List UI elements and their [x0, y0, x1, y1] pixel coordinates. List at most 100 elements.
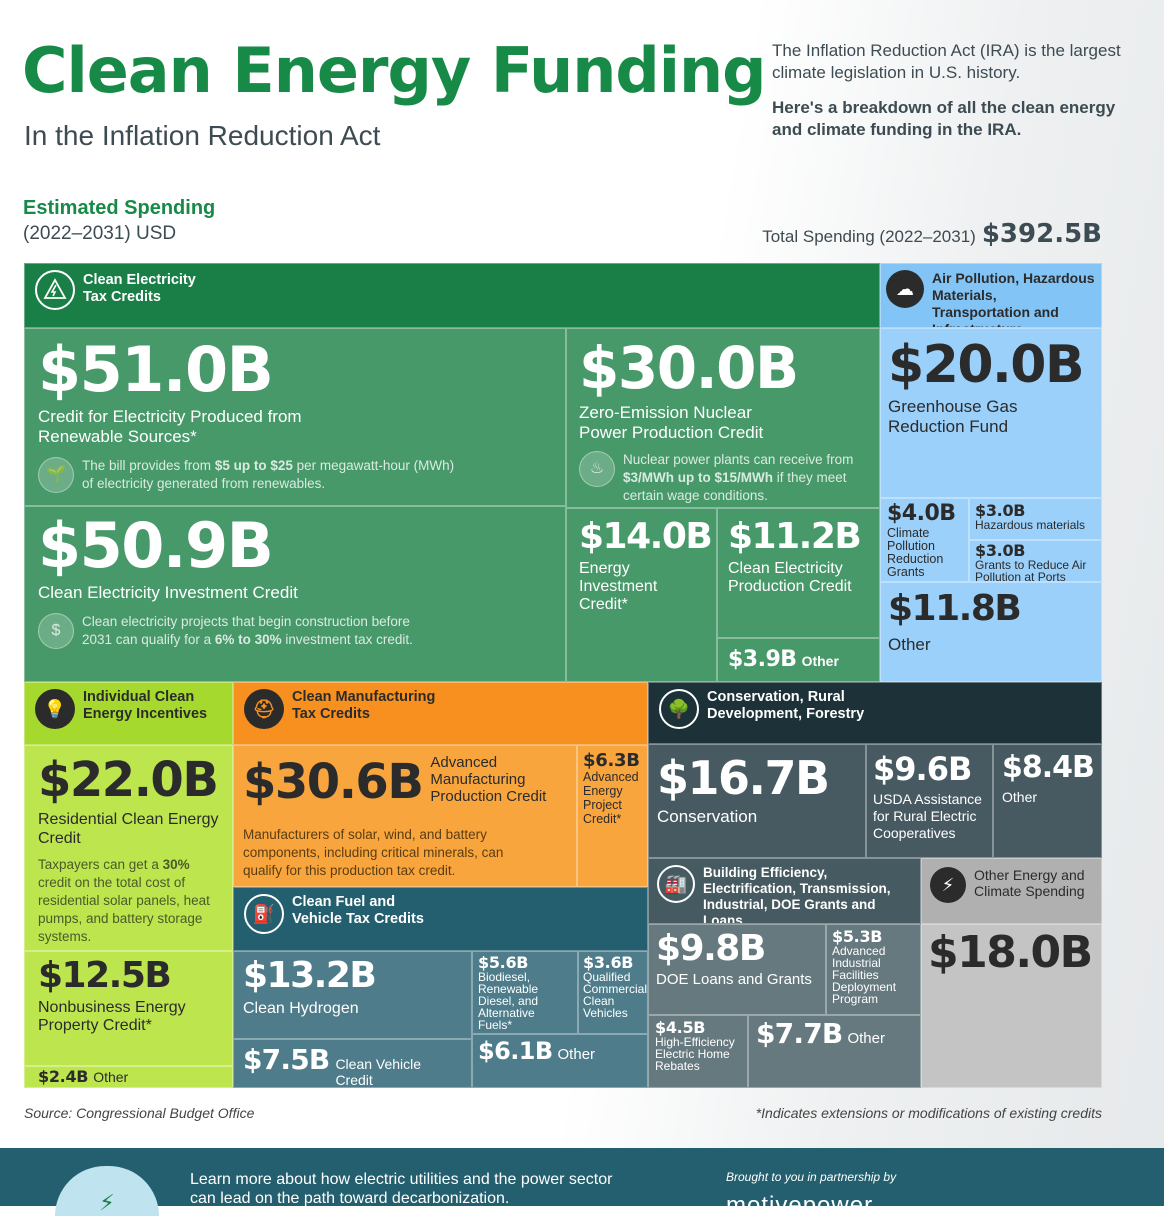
cell-value: $3.6B	[583, 953, 634, 972]
category-title: Air Pollution, Hazardous Materials, Tran…	[932, 270, 1095, 327]
cell-label: Residential Clean Energy Credit	[38, 811, 219, 847]
treemap-cell-hazardous-materials: $3.0B Hazardous materials	[969, 498, 1102, 540]
cell-value: $9.8B	[656, 928, 766, 969]
cell-value: $3.0B	[975, 541, 1026, 560]
cell-label: Advanced Energy Project Credit*	[583, 770, 639, 826]
treemap-cell-conservation: $16.7B Conservation	[648, 744, 866, 858]
individual-incentives-header: 💡 Individual Clean Energy Incentives	[24, 682, 233, 745]
cell-label: Grants to Reduce Air Pollution at Ports	[975, 558, 1087, 582]
cell-value: $30.0B	[579, 334, 799, 402]
cell-value: $7.7B	[756, 1017, 843, 1050]
treemap-cell-nuclear-credit: $30.0B Zero-Emission Nuclear Power Produ…	[566, 328, 880, 508]
lightbulb-icon: 💡	[35, 689, 75, 729]
treemap-cell-clean-vehicle: $7.5B Clean Vehicle Credit	[233, 1039, 472, 1088]
treemap-cell-fuel-other: $6.1B Other	[472, 1034, 648, 1088]
fuel-pump-icon: ⛽	[244, 894, 284, 934]
cell-label: Clean Electricity Production Credit	[728, 560, 852, 595]
cell-label: Conservation	[657, 807, 758, 826]
footnote: *Indicates extensions or modifications o…	[755, 1105, 1102, 1121]
cell-value: $14.0B	[579, 516, 713, 557]
cell-value: $4.5B	[655, 1018, 706, 1037]
treemap-cell-industrial-facilities: $5.3B Advanced Industrial Facilities Dep…	[826, 924, 921, 1015]
treemap-cell-building-other: $7.7B Other	[748, 1015, 921, 1088]
cell-value: $4.0B	[887, 501, 956, 526]
cell-label: Nonbusiness Energy Property Credit*	[38, 999, 186, 1034]
treemap-cell-ghg-fund: $20.0B Greenhouse Gas Reduction Fund	[880, 328, 1102, 498]
cell-value: $7.5B	[243, 1043, 330, 1076]
manufacturing-header: ⛑ Clean Manufacturing Tax Credits	[233, 682, 648, 745]
total-spending: Total Spending (2022–2031) $392.5B	[762, 219, 1102, 249]
cell-label: Energy Investment Credit*	[579, 560, 658, 613]
trees-icon: 🌳	[659, 689, 699, 729]
cell-value: $3.9B	[728, 647, 797, 672]
treemap-cell-individual-other: $2.4B Other	[24, 1066, 233, 1088]
treemap-cell-energy-investment: $14.0B Energy Investment Credit*	[566, 508, 717, 682]
cell-note: 🌱 The bill provides from $5 up to $25 pe…	[38, 457, 458, 493]
hard-hat-icon: ⛑	[244, 689, 284, 729]
cell-value: $5.3B	[832, 927, 883, 946]
cell-label: Qualified Commercial Clean Vehicles	[583, 970, 648, 1020]
cell-label: Other	[888, 635, 931, 654]
total-spending-label: Total Spending (2022–2031)	[762, 227, 976, 246]
utility-dome-icon: ⚡	[55, 1166, 159, 1216]
partner-logo[interactable]: motivepower	[726, 1192, 874, 1219]
cell-value: $30.6B	[243, 754, 424, 810]
cell-label: Other	[847, 1030, 885, 1047]
treemap-cell-manufacturing-production: $30.6B Advanced Manufacturing Production…	[233, 745, 577, 887]
cell-label: Other	[801, 653, 839, 669]
cell-label: Biodiesel, Renewable Diesel, and Alterna…	[478, 970, 539, 1032]
cell-label: DOE Loans and Grants	[656, 971, 812, 988]
cell-value: $22.0B	[38, 752, 219, 808]
cell-note: Manufacturers of solar, wind, and batter…	[243, 827, 504, 878]
cell-value: $11.2B	[728, 516, 862, 557]
cell-value: $6.1B	[478, 1037, 553, 1065]
footer-banner: ⚡ Learn more about how electric utilitie…	[0, 1148, 1164, 1219]
cell-value: $3.0B	[975, 501, 1026, 520]
cell-value: $6.3B	[583, 750, 640, 771]
lightning-icon: ⚡	[930, 867, 966, 903]
treemap-cell-ports-grants: $3.0B Grants to Reduce Air Pollution at …	[969, 540, 1102, 582]
recycle-lightning-icon	[35, 270, 75, 310]
category-title: Clean Fuel and Vehicle Tax Credits	[292, 894, 424, 927]
intro-text-bold: Here's a breakdown of all the clean ener…	[772, 98, 1116, 139]
cell-label: Advanced Manufacturing Production Credit	[430, 754, 547, 805]
footer-cta[interactable]: Learn more about how electric utilities …	[190, 1171, 613, 1207]
treemap-cell-advanced-energy-project: $6.3B Advanced Energy Project Credit*	[577, 745, 648, 887]
page-title: Clean Energy Funding	[22, 34, 767, 107]
cell-note: ♨ Nuclear power plants can receive from …	[579, 451, 867, 505]
cell-label: Other	[93, 1069, 129, 1085]
total-spending-value: $392.5B	[981, 219, 1102, 249]
cell-value: $2.4B	[38, 1067, 89, 1086]
source-note: Source: Congressional Budget Office	[24, 1105, 255, 1121]
cell-value: $12.5B	[38, 955, 172, 996]
estimated-spending-period: (2022–2031) USD	[23, 223, 177, 244]
cloud-icon: ☁	[886, 270, 924, 308]
cell-label: Clean Hydrogen	[243, 1000, 359, 1017]
treemap-cell-other-spending: $18.0B	[921, 924, 1102, 1088]
cell-label: Other	[557, 1046, 596, 1063]
air-pollution-header: ☁ Air Pollution, Hazardous Materials, Tr…	[880, 263, 1102, 328]
category-title: Other Energy and Climate Spending	[974, 867, 1085, 899]
cell-label: Clean Electricity Investment Credit	[38, 583, 298, 602]
cell-label: USDA Assistance for Rural Electric Coope…	[873, 791, 982, 841]
category-title: Individual Clean Energy Incentives	[83, 689, 208, 722]
money-bag-icon: $	[38, 613, 74, 649]
other-spending-header: ⚡ Other Energy and Climate Spending	[921, 858, 1102, 924]
category-title: Clean Manufacturing Tax Credits	[292, 689, 436, 722]
treemap-cell-conservation-other: $8.4B Other	[993, 744, 1102, 858]
treemap-cell-renewable-credit: $51.0B Credit for Electricity Produced f…	[24, 328, 566, 506]
cell-label: Credit for Electricity Produced from Ren…	[38, 407, 302, 446]
cell-label: High-Efficiency Electric Home Rebates	[655, 1035, 735, 1073]
treemap-cell-air-other: $11.8B Other	[880, 582, 1102, 682]
category-title: Conservation, Rural Development, Forestr…	[707, 689, 865, 722]
cell-value: $8.4B	[1002, 750, 1095, 785]
treemap-cell-production-credit: $11.2B Clean Electricity Production Cred…	[717, 508, 880, 638]
partnership-label: Brought to you in partnership by	[726, 1170, 897, 1184]
treemap-cell-clean-hydrogen: $13.2B Clean Hydrogen	[233, 951, 472, 1039]
page-subtitle: In the Inflation Reduction Act	[24, 120, 381, 151]
treemap-cell-investment-credit: $50.9B Clean Electricity Investment Cred…	[24, 506, 566, 682]
cell-value: $5.6B	[478, 953, 529, 972]
estimated-spending-label: Estimated Spending	[23, 197, 216, 219]
treemap-cell-biodiesel: $5.6B Biodiesel, Renewable Diesel, and A…	[472, 951, 578, 1034]
plant-plug-icon: 🌱	[38, 457, 74, 493]
